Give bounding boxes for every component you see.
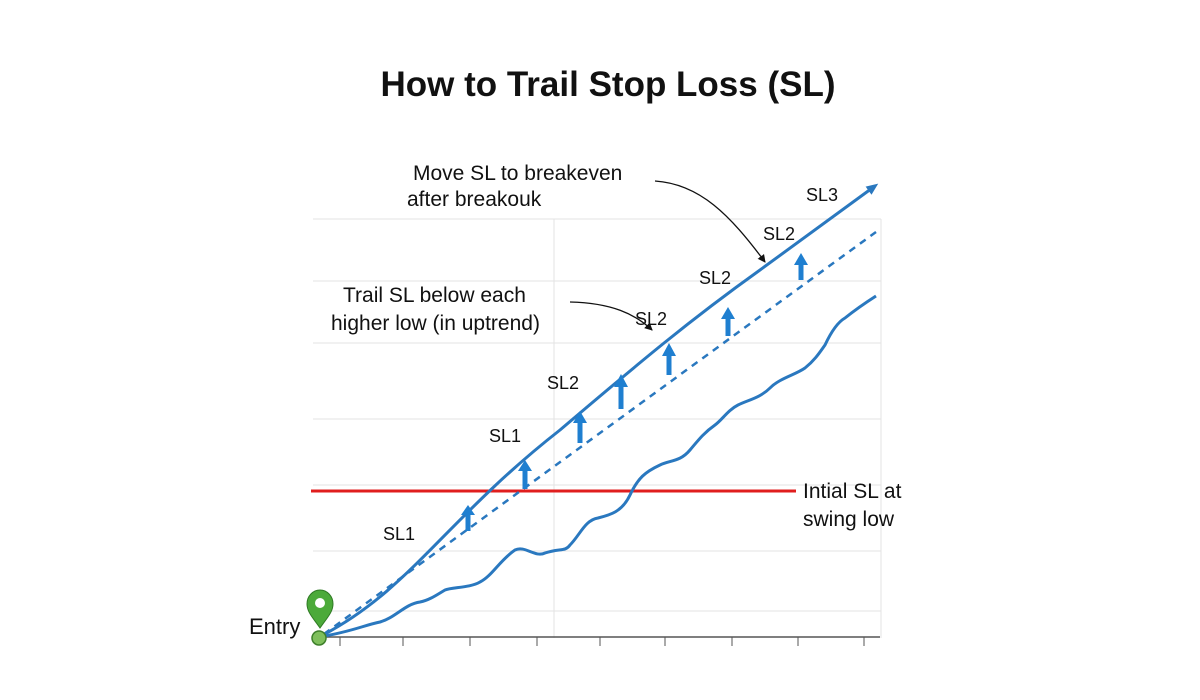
- arrow-up-icon: [461, 505, 475, 531]
- annotation-breakeven-line1: Move SL to breakeven: [413, 162, 622, 185]
- annotation-initial-line2: swing low: [803, 508, 895, 531]
- arrow-up-icon: [518, 460, 532, 489]
- arrow-up-icon: [721, 307, 735, 336]
- grid: [313, 218, 882, 638]
- arrow-up-icon: [573, 411, 587, 443]
- trail-sl-line: [323, 230, 877, 636]
- sl-label: SL2: [635, 309, 667, 329]
- trail-annotation: Trail SL below each higher low (in uptre…: [331, 284, 653, 335]
- entry-point: [311, 630, 327, 646]
- annotation-initial-line1: Intial SL at: [803, 480, 902, 503]
- initial-sl-annotation: Intial SL at swing low: [803, 480, 902, 531]
- sl-label: SL2: [763, 224, 795, 244]
- sl-label: SL1: [489, 426, 521, 446]
- sl-label: SL2: [547, 373, 579, 393]
- page-title: How to Trail Stop Loss (SL): [381, 65, 836, 104]
- annotation-trail-line1: Trail SL below each: [343, 284, 526, 307]
- entry-marker: Entry: [249, 589, 334, 646]
- trail-step-arrows: [461, 253, 808, 531]
- sl-labels: SL1 SL1 SL2 SL2 SL2 SL2 SL3: [383, 185, 838, 544]
- x-axis: [318, 636, 880, 646]
- arrow-up-icon: [662, 343, 676, 375]
- price-line: [323, 294, 877, 638]
- arrow-up-icon: [614, 374, 628, 409]
- annotation-pointer: [569, 301, 653, 331]
- trend-line: [320, 183, 879, 638]
- annotation-trail-line2: higher low (in uptrend): [331, 312, 540, 335]
- sl-label: SL3: [806, 185, 838, 205]
- breakeven-annotation: Move SL to breakeven after breakouk: [407, 162, 766, 263]
- map-pin-icon: [306, 589, 334, 629]
- sl-label: SL1: [383, 524, 415, 544]
- annotation-breakeven-line2: after breakouk: [407, 188, 542, 211]
- sl-label: SL2: [699, 268, 731, 288]
- arrow-up-icon: [794, 253, 808, 280]
- annotation-pointer: [654, 180, 766, 263]
- entry-label: Entry: [249, 614, 300, 639]
